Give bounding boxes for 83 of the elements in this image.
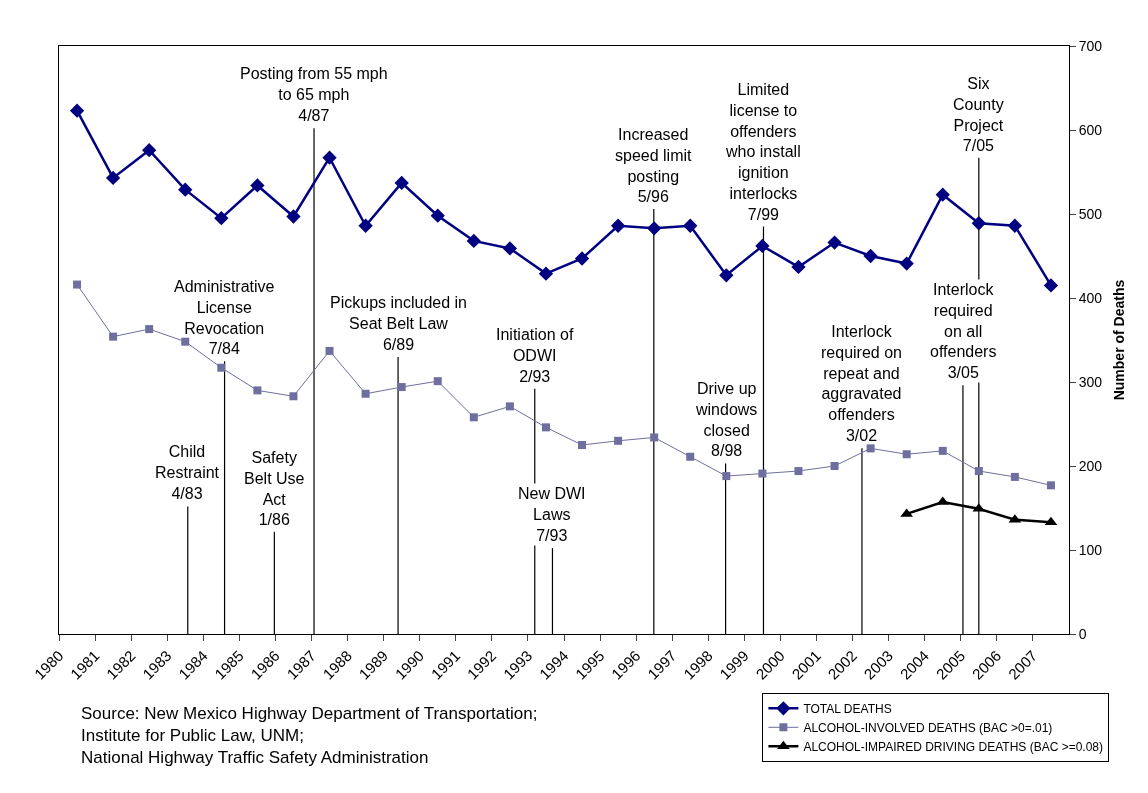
point <box>650 433 659 442</box>
point <box>863 248 878 264</box>
point <box>145 325 154 334</box>
ref-line-label: Limited license to offenders who install ignition interlocks 7/99 <box>725 81 801 223</box>
point <box>683 218 698 233</box>
point <box>541 423 550 432</box>
ref-line-label: Child Restraint 4/83 <box>155 443 220 502</box>
point <box>358 218 373 233</box>
point <box>686 452 695 461</box>
y-tick-label: 100 <box>1078 541 1103 558</box>
point <box>574 251 590 266</box>
point <box>109 332 118 341</box>
ref-line-label: Six County Project 7/05 <box>953 75 1004 155</box>
legend-label: TOTAL DEATHS <box>803 701 892 716</box>
point <box>1007 218 1023 233</box>
point <box>217 363 226 372</box>
point <box>289 392 298 401</box>
point <box>253 386 262 395</box>
point <box>758 469 767 478</box>
point <box>610 218 626 233</box>
y-tick-label: 400 <box>1078 289 1103 306</box>
ref-line-label: Increased speed limit posting 5/96 <box>615 126 693 206</box>
point <box>830 462 839 470</box>
point <box>433 377 442 386</box>
point <box>578 441 587 449</box>
y-tick-label: 500 <box>1078 205 1103 222</box>
ref-line-label: Interlock required on all offenders 3/05 <box>930 281 997 382</box>
ref-line-label: Pickups included in Seat Belt Law 6/89 <box>330 294 467 353</box>
point <box>1043 278 1059 293</box>
legend-label: ALCOHOL-INVOLVED DEATHS (BAC >0=.01) <box>803 720 1053 735</box>
point <box>325 346 334 355</box>
point <box>647 221 662 236</box>
y-axis-title: Number of Deaths <box>1110 279 1127 401</box>
point <box>1044 516 1058 526</box>
ref-line-label: Drive up windows closed 8/98 <box>695 380 758 460</box>
point <box>286 209 301 224</box>
point <box>181 337 190 346</box>
point <box>361 389 370 398</box>
point <box>142 143 157 158</box>
point <box>505 402 514 411</box>
ref-line-label: Administrative License Revocation 7/84 <box>174 278 275 358</box>
point <box>935 187 950 202</box>
point <box>502 241 518 256</box>
point <box>1046 481 1055 490</box>
point <box>755 238 770 254</box>
point <box>430 208 445 223</box>
y-tick-label: 600 <box>1078 121 1103 138</box>
point <box>614 436 623 445</box>
ref-line-label: Initiation of ODWI 2/93 <box>496 326 574 385</box>
point <box>538 266 554 281</box>
point <box>214 211 229 226</box>
legend-label: ALCOHOL-IMPAIRED DRIVING DEATHS (BAC >=0.08) <box>803 739 1104 754</box>
point <box>69 103 85 118</box>
point <box>1010 472 1019 481</box>
point <box>250 178 265 193</box>
point <box>394 175 409 191</box>
ref-line-label: Safety Belt Use Act 1/86 <box>244 449 305 529</box>
point <box>902 450 911 459</box>
point <box>938 446 947 455</box>
point <box>466 233 481 249</box>
ref-line-label: Posting from 55 mph to 65 mph 4/87 <box>240 65 388 124</box>
y-tick-label: 700 <box>1078 37 1103 54</box>
point <box>899 256 914 271</box>
y-tick-label: 200 <box>1078 457 1103 474</box>
point <box>827 235 842 250</box>
point <box>794 467 803 476</box>
point <box>866 444 875 453</box>
point <box>719 268 734 283</box>
y-tick-label: 300 <box>1078 373 1103 390</box>
ref-line-label: New DWI Laws 7/93 <box>518 485 586 544</box>
point <box>73 280 82 289</box>
ref-line-label: Interlock required on repeat and aggravated offenders 3/02 <box>821 323 902 444</box>
point <box>397 383 406 392</box>
source-note: Source: New Mexico Highway Department of Transportation; Institute for Public Law, UNM; National Highway Traffic Safety Administration <box>81 704 538 768</box>
point <box>178 182 193 197</box>
point <box>322 150 337 165</box>
point <box>974 467 983 476</box>
point <box>105 170 121 186</box>
point <box>469 413 478 422</box>
y-tick-label: 0 <box>1078 625 1087 642</box>
point <box>971 216 986 231</box>
point <box>722 472 731 481</box>
point <box>791 259 806 275</box>
